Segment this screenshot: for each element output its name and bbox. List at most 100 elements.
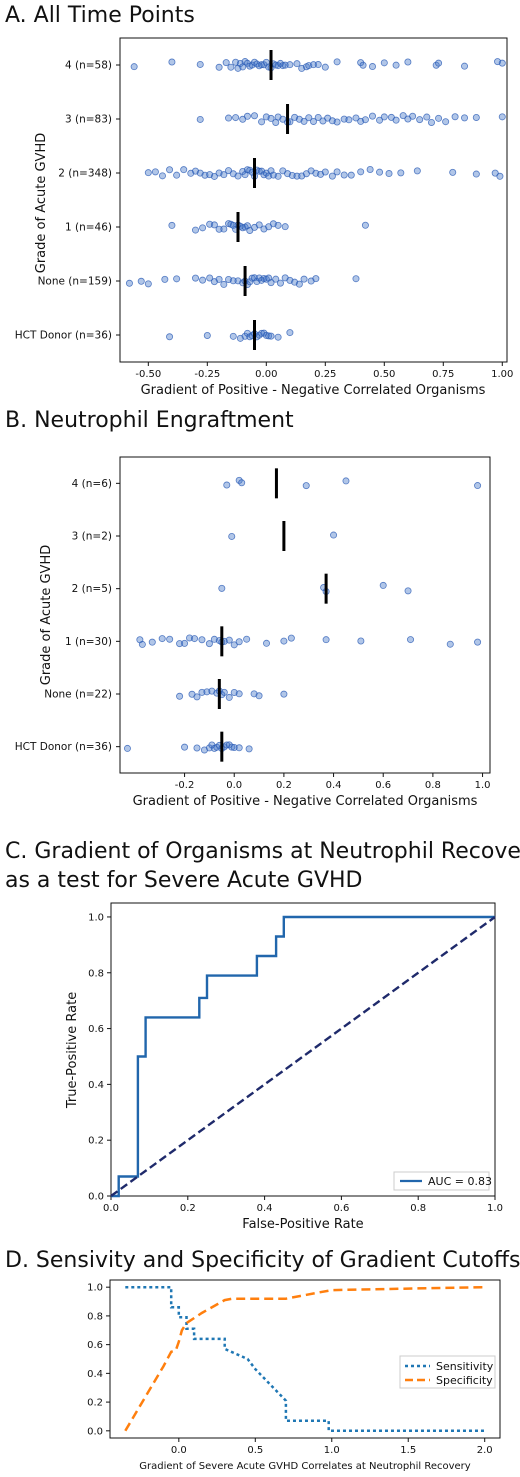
panel-a-data-point [267,332,275,340]
panel-a-category-label: None (n=159) [38,276,112,288]
panel-a-data-point [173,171,181,179]
panel-a-data-point [451,113,459,121]
panel-c-plot-area [110,902,496,1197]
panel-b-data-point [181,743,189,751]
panel-a-data-point [274,221,282,229]
panel-c: C. Gradient of Organisms at Neutrophil R… [5,839,520,1232]
panel-b-x-tick-label: -0.2 [175,780,195,791]
panel-a-data-point [423,113,431,121]
panel-a-data-point [352,275,360,283]
panel-a-data-point [314,113,322,121]
panel-b-data-point [235,744,243,752]
panel-a-data-point [276,279,284,287]
panel-a-data-point [158,172,166,180]
panel-d-legend-label-sensitivity: Sensitivity [436,1360,494,1373]
panel-b-data-point [330,531,338,539]
panel-a-y-ticks: 4 (n=58) 3 (n=83) 2 (n=348) 1 (n=46) Non… [15,60,112,342]
panel-a-x-tick-label: 0.50 [373,369,395,380]
panel-a-data-point [300,275,308,283]
panel-a-data-point [144,280,152,288]
panel-a-data-point [234,172,242,180]
panel-b-data-point [205,640,213,648]
panel-b-data-point [230,744,238,752]
panel-b-data-point [166,635,174,643]
panel-d-x-tick-label: 0.5 [247,1445,263,1456]
panel-b-data-point [181,639,189,647]
panel-b-data-point [280,637,288,645]
panel-a-title: A. All Time Points [5,3,195,28]
panel-a-data-point [166,333,174,341]
panel-b-data-point [474,638,482,646]
panel-b-data-point [357,637,365,645]
panel-a-data-point [168,58,176,66]
panel-a-data-point [220,280,228,288]
panel-a-data-point [380,59,388,67]
panel-a-data-point [130,63,138,71]
panel-a-data-point [166,166,174,174]
panel-a-data-point [220,225,228,233]
panel-d-x-tick-label: 1.0 [324,1445,340,1456]
panel-a-data-point [196,115,204,123]
panel-a-data-point [442,118,450,126]
panel-a-data-point [196,60,204,68]
panel-b-category-label: HCT Donor (n=36) [15,741,112,753]
panel-c-y-tick-label: 0.4 [88,1080,104,1091]
panel-a-data-point [321,63,329,71]
panel-b-data-point [138,640,146,648]
panel-b-data-point [235,690,243,698]
panel-a-data-point [357,168,365,176]
panel-a-data-point [366,166,374,174]
panel-b-data-point [225,693,233,701]
panel-a-data-point [210,172,218,180]
panel-b-x-tick-label: 0.6 [375,780,391,791]
panel-a-data-point [199,224,207,232]
panel-a-data-point [206,274,214,282]
panel-a-data-point [267,114,275,122]
panel-d-legend-label-specificity: Specificity [436,1374,493,1387]
panel-a-data-point [192,226,200,234]
panel-b-data-point [302,482,310,490]
panel-b-category-label: None (n=22) [44,689,112,701]
panel-a-data-point [279,62,287,70]
panel-c-x-tick-label: 0.6 [333,1203,349,1214]
panel-a-data-point [215,275,223,283]
panel-b-data-point [280,690,288,698]
panel-b-data-point [379,581,387,589]
panel-a-data-point [274,333,282,341]
panel-a-data-point [222,59,230,67]
panel-d-y-tick-label: 0.2 [87,1398,103,1409]
panel-b-data-point [255,692,263,700]
panel-b-data-point [198,636,206,644]
panel-b-data-point [218,584,226,592]
panel-a-data-point [498,59,506,67]
panel-a-data-point [168,221,176,229]
panel-b-data-point [220,688,228,696]
panel-a-data-point [272,275,280,283]
panel-b-data-point [446,640,454,648]
panel-c-y-tick-label: 0.0 [88,1192,104,1203]
panel-a-data-point [232,114,240,122]
panel-b-data-point [404,587,412,595]
panel-b-x-tick-label: 0.2 [276,780,292,791]
panel-b-data-point [245,745,253,753]
panel-a-plot-area [119,37,508,363]
panel-a-data-point [248,274,256,282]
panel-b-data-point [407,636,415,644]
panel-a-data-point [385,170,393,178]
panel-c-x-tick-label: 0.0 [103,1203,119,1214]
panel-b-data-point [263,639,271,647]
panel-a-data-point [267,279,275,287]
panel-b-category-label: 1 (n=30) [65,636,112,648]
panel-b-x-tick-label: 0.4 [326,780,342,791]
panel-a-data-point [312,275,320,283]
panel-c-x-ticks: 0.0 0.2 0.4 0.6 0.8 1.0 [103,1203,503,1214]
panel-c-legend: AUC = 0.83 [393,1171,492,1191]
panel-b-plot-area [119,456,491,774]
panel-a-data-point [347,171,355,179]
panel-a-data-point [144,169,152,177]
panel-b-title: B. Neutrophil Engraftment [5,408,294,433]
panel-a-data-point [498,113,506,121]
panel-d-x-tick-label: 1.5 [400,1445,416,1456]
panel-a-marks [116,50,506,366]
panel-a-data-point [203,331,211,339]
